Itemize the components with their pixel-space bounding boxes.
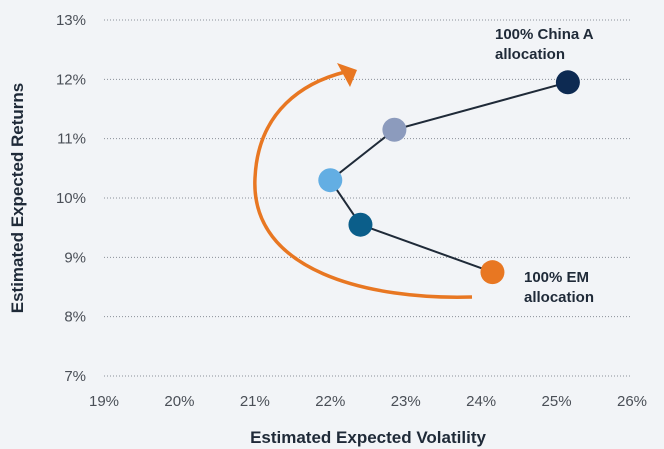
y-tick-labels: 7% 8% 9% 10% 11% 12% 13% <box>56 12 86 385</box>
data-point <box>480 260 505 285</box>
direction-arrow-head <box>337 63 357 87</box>
data-points <box>318 70 580 285</box>
annotation-em-line1: 100% EM <box>524 269 589 286</box>
x-tick-label: 25% <box>542 393 572 410</box>
y-tick-label: 10% <box>56 190 86 207</box>
x-tick-label: 19% <box>89 393 119 410</box>
x-tick-label: 20% <box>164 393 194 410</box>
direction-arrow-curve <box>253 70 473 299</box>
x-tick-label: 26% <box>617 393 647 410</box>
y-tick-label: 13% <box>56 12 86 29</box>
y-tick-label: 8% <box>64 309 86 326</box>
x-tick-label: 23% <box>391 393 421 410</box>
y-tick-label: 7% <box>64 368 86 385</box>
y-tick-label: 9% <box>64 249 86 266</box>
data-point <box>382 117 407 142</box>
data-point <box>555 70 580 95</box>
data-point <box>348 212 373 237</box>
annotation-china-line2: allocation <box>495 46 565 63</box>
y-axis-title: Estimated Expected Returns <box>8 83 27 314</box>
y-tick-label: 11% <box>57 131 86 148</box>
annotation-em-line2: allocation <box>524 289 594 306</box>
data-point <box>318 168 343 193</box>
gridlines <box>104 19 632 377</box>
y-tick-label: 12% <box>56 71 86 88</box>
x-tick-label: 21% <box>240 393 270 410</box>
x-axis-title: Estimated Expected Volatility <box>250 428 486 447</box>
x-tick-labels: 19% 20% 21% 22% 23% 24% 25% 26% <box>89 393 647 410</box>
frontier-line <box>328 81 569 274</box>
x-tick-label: 24% <box>466 393 496 410</box>
annotation-china-line1: 100% China A <box>495 26 594 43</box>
x-tick-label: 22% <box>315 393 345 410</box>
